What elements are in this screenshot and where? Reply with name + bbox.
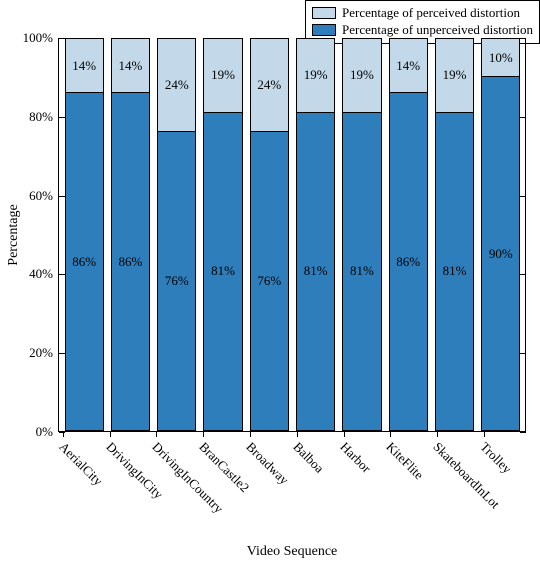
x-tick xyxy=(63,431,64,437)
y-tick-label: 0% xyxy=(36,424,59,440)
legend-item: Percentage of unperceived distortion xyxy=(312,22,533,39)
bar-segment-perceived: 14% xyxy=(111,38,150,93)
legend-swatch xyxy=(312,24,336,36)
bar: 10%90% xyxy=(481,38,520,431)
bars-container: 14%86%14%86%24%76%19%81%24%76%19%81%19%8… xyxy=(59,38,526,431)
bar-segment-perceived: 14% xyxy=(65,38,104,93)
bar: 24%76% xyxy=(157,38,196,431)
y-tick-label: 100% xyxy=(23,30,59,46)
y-tick xyxy=(59,353,65,354)
x-axis-label: Video Sequence xyxy=(247,544,338,560)
y-tick-label: 20% xyxy=(29,345,59,361)
y-tick xyxy=(59,274,65,275)
bar-segment-unperceived: 90% xyxy=(481,77,520,431)
y-tick xyxy=(59,38,65,39)
legend-label: Percentage of perceived distortion xyxy=(342,5,520,22)
y-tick-label: 80% xyxy=(29,109,59,125)
x-tick-label: KiteFlite xyxy=(383,439,427,483)
bar-segment-perceived: 19% xyxy=(203,38,242,113)
bar: 19%81% xyxy=(342,38,381,431)
bar-segment-unperceived: 81% xyxy=(203,113,242,431)
bar-segment-perceived: 24% xyxy=(157,38,196,132)
bar: 14%86% xyxy=(389,38,428,431)
y-tick xyxy=(520,38,526,39)
bar-segment-unperceived: 81% xyxy=(342,113,381,431)
bar: 19%81% xyxy=(435,38,474,431)
bar-segment-perceived: 19% xyxy=(435,38,474,113)
y-tick xyxy=(59,196,65,197)
x-tick xyxy=(250,431,251,437)
x-tick-label: Harbor xyxy=(336,439,373,476)
x-tick xyxy=(344,431,345,437)
bar-segment-perceived: 14% xyxy=(389,38,428,93)
x-tick xyxy=(297,431,298,437)
y-tick-label: 40% xyxy=(29,266,59,282)
bar-segment-unperceived: 81% xyxy=(296,113,335,431)
y-tick-label: 60% xyxy=(29,188,59,204)
x-tick-label: Balboa xyxy=(289,439,326,476)
x-tick-label: AerialCity xyxy=(55,439,105,489)
x-tick xyxy=(484,431,485,437)
bar: 14%86% xyxy=(65,38,104,431)
x-tick xyxy=(390,431,391,437)
y-axis-label: Percentage xyxy=(6,204,22,265)
bar-segment-perceived: 19% xyxy=(296,38,335,113)
bar-segment-perceived: 19% xyxy=(342,38,381,113)
x-tick xyxy=(110,431,111,437)
legend-item: Percentage of perceived distortion xyxy=(312,5,533,22)
bar-segment-unperceived: 86% xyxy=(111,93,150,431)
y-tick xyxy=(520,274,526,275)
x-tick-label: Trolley xyxy=(477,439,515,477)
y-tick xyxy=(520,353,526,354)
bar-segment-perceived: 24% xyxy=(250,38,289,132)
bar-segment-perceived: 10% xyxy=(481,38,520,77)
plot-area: 14%86%14%86%24%76%19%81%24%76%19%81%19%8… xyxy=(58,38,526,432)
legend-label: Percentage of unperceived distortion xyxy=(342,22,533,39)
y-tick xyxy=(59,117,65,118)
x-tick xyxy=(203,431,204,437)
bar: 24%76% xyxy=(250,38,289,431)
plot: 14%86%14%86%24%76%19%81%24%76%19%81%19%8… xyxy=(58,38,526,432)
x-tick xyxy=(156,431,157,437)
bar-segment-unperceived: 76% xyxy=(250,132,289,431)
bar: 14%86% xyxy=(111,38,150,431)
y-tick xyxy=(520,117,526,118)
bar-segment-unperceived: 86% xyxy=(65,93,104,431)
bar: 19%81% xyxy=(203,38,242,431)
figure: Percentage of perceived distortionPercen… xyxy=(0,0,540,566)
bar-segment-unperceived: 81% xyxy=(435,113,474,431)
bar: 19%81% xyxy=(296,38,335,431)
y-tick xyxy=(520,196,526,197)
bar-segment-unperceived: 86% xyxy=(389,93,428,431)
legend-swatch xyxy=(312,7,336,19)
x-tick-label: Broadway xyxy=(243,439,292,488)
x-tick xyxy=(437,431,438,437)
y-tick xyxy=(520,432,526,433)
bar-segment-unperceived: 76% xyxy=(157,132,196,431)
